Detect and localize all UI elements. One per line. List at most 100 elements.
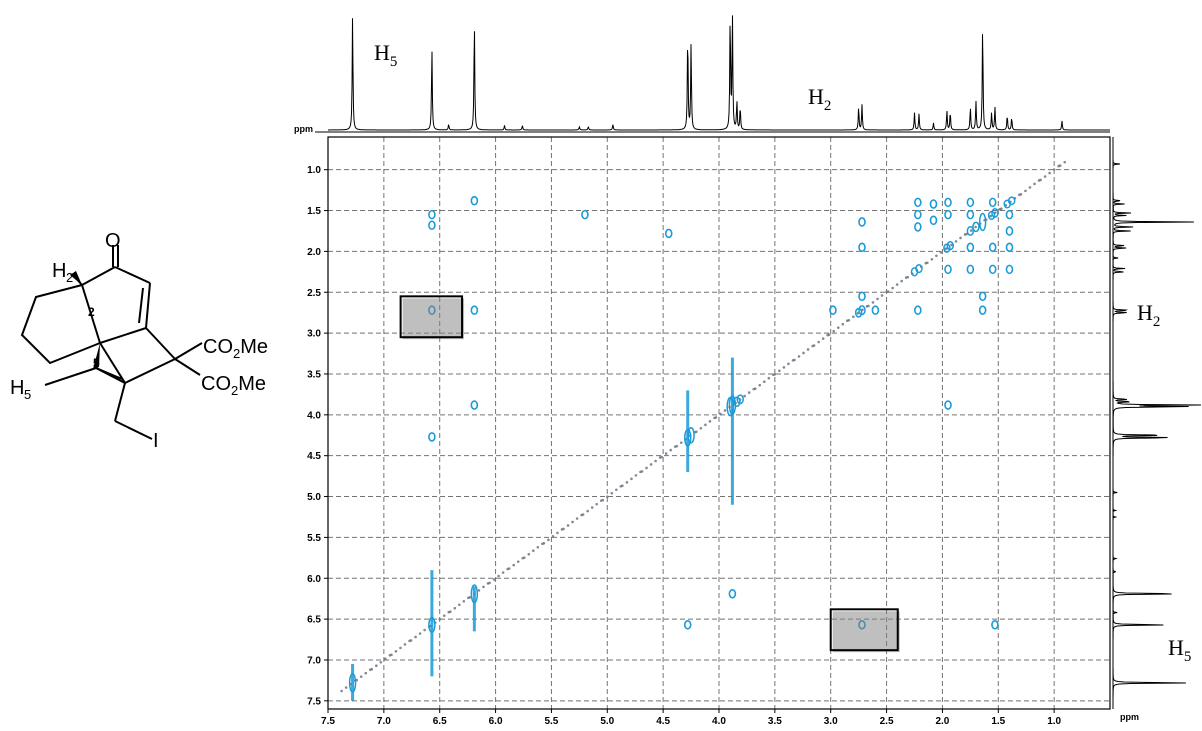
diagonal-dot	[1063, 160, 1067, 164]
cross-peak	[858, 217, 866, 227]
diagonal-dot	[379, 660, 383, 664]
diagonal-dot	[394, 650, 398, 653]
x-tick-label: 6.0	[489, 716, 503, 727]
diagonal-peak	[978, 212, 987, 232]
diagonal-dot	[895, 283, 899, 286]
diagonal-dot	[699, 426, 703, 430]
cross-peak	[944, 209, 952, 220]
molecule-structure: O H 2 2 5 H 5 CO2Me CO2Me I	[10, 230, 268, 452]
cross-peak	[728, 588, 737, 599]
cross-peak	[1005, 242, 1014, 253]
diagonal-dot	[580, 513, 583, 517]
diagonal-dot	[939, 251, 943, 254]
diagonal-dot	[375, 664, 378, 668]
diagonal-dot	[704, 423, 707, 427]
y-tick-label: 2.5	[307, 288, 321, 299]
diagonal-dot	[673, 445, 677, 448]
diagonal-dot	[1028, 186, 1032, 189]
cross-peak	[944, 264, 952, 275]
diagonal-dot	[969, 229, 973, 232]
x-tick-label: 3.0	[824, 716, 838, 727]
diagonal-dot	[467, 596, 470, 600]
cross-peak	[988, 242, 997, 253]
x-tick-label: 1.5	[991, 716, 1005, 727]
diagonal-dot	[747, 391, 751, 394]
diagonal-dot	[359, 675, 363, 678]
diagonal-dot	[634, 474, 638, 477]
diagonal-dot	[388, 653, 392, 657]
diagonal-dot	[817, 340, 820, 344]
diagonal-dot	[619, 484, 623, 488]
diagonal-dot	[852, 315, 855, 319]
diagonal-dot	[399, 646, 402, 650]
diagonal-dot	[625, 481, 629, 484]
cross-peak	[914, 222, 922, 232]
diagonal-dot	[713, 416, 716, 420]
x-tick-label: 7.5	[321, 716, 335, 727]
iodine-label: I	[153, 430, 159, 452]
h2-atom-label: H	[52, 260, 66, 282]
cross-peak	[1005, 226, 1014, 236]
diagonal-dot	[719, 412, 722, 416]
cross-peak	[858, 291, 866, 302]
diagonal-dot	[453, 606, 457, 610]
y-tick-label: 1.5	[307, 206, 321, 217]
diagonal-dot	[551, 535, 555, 538]
y-tick-label: 6.5	[307, 615, 321, 626]
diagonal-dot	[826, 333, 829, 337]
diagonal-dot	[516, 560, 520, 563]
diagonal-dot	[856, 311, 860, 315]
diagonal-dot	[758, 383, 762, 387]
cross-peak	[988, 264, 997, 275]
diagonal-dot	[930, 257, 934, 261]
diagonal-dot	[974, 225, 977, 229]
x-tick-label: 4.0	[712, 716, 726, 727]
y-tick-label: 5.5	[307, 533, 321, 544]
y-tick-label: 3.0	[307, 329, 321, 340]
diagonal-dot	[477, 589, 481, 592]
diagonal-dot	[998, 207, 1002, 211]
diagonal-dot	[408, 639, 411, 643]
diagonal-dot	[891, 286, 894, 290]
right-h5-label: H5	[1168, 635, 1191, 665]
cross-peaks	[428, 195, 1014, 630]
diagonal-dot	[767, 376, 771, 380]
diagonal-dot	[590, 506, 594, 509]
diagonal-dot	[880, 294, 884, 297]
diagonal-dot	[787, 362, 790, 366]
diagonal-dot	[547, 538, 550, 542]
position-5-label: 5	[93, 356, 100, 370]
cross-peak	[966, 242, 975, 253]
diagonal-dot	[571, 520, 574, 524]
diagonal-dot	[536, 545, 540, 549]
diagonal-dot	[560, 528, 564, 531]
diagonal-dot	[482, 585, 485, 589]
h5-atom-subscript: 5	[24, 387, 31, 402]
highlight-boxes	[399, 295, 900, 653]
diagonal-peak	[736, 394, 744, 405]
cross-peak	[829, 305, 837, 316]
diagonal-dot	[723, 409, 727, 412]
diagonal-dot	[821, 337, 825, 340]
diagonal-dot	[344, 686, 348, 689]
highlight-box-shadow	[402, 298, 465, 340]
diagonal-dot	[1043, 175, 1047, 178]
diagonal-dot	[1037, 179, 1041, 182]
cross-peak	[470, 400, 479, 410]
diagonal-peak	[858, 305, 866, 316]
cross-peak	[428, 220, 436, 231]
diagonal-dot	[935, 254, 938, 258]
diagonal-dot	[963, 233, 967, 236]
diagonal-dot	[649, 463, 653, 466]
cross-peak	[1005, 264, 1014, 275]
diagonal-dot	[1048, 171, 1051, 175]
diagonal-dot	[575, 517, 579, 520]
diagonal-dot	[521, 556, 525, 560]
cross-peak	[944, 197, 952, 208]
x-tick-label: 2.5	[880, 716, 894, 727]
diagonal-dot	[669, 448, 672, 452]
molecule-bonds	[20, 245, 203, 440]
y-tick-label: 5.0	[307, 492, 321, 503]
diagonal-dot	[1024, 189, 1027, 193]
diagonal-dot	[595, 502, 599, 506]
